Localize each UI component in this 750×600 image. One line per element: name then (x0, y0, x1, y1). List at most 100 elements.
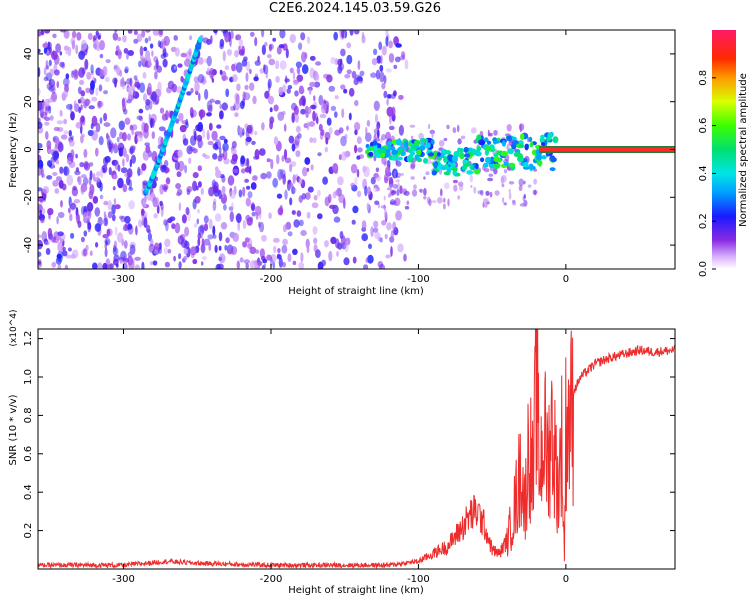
spectrogram-speckle (208, 122, 213, 131)
spectrogram-speckle (83, 160, 89, 170)
carrier-blob (500, 150, 508, 157)
spectrogram-speckle (394, 170, 397, 179)
spectrogram-speckle (485, 190, 490, 196)
spectrogram-speckle (133, 38, 139, 44)
spectrogram-speckle (398, 94, 404, 100)
spectrogram-speckle (298, 42, 303, 51)
spectrogram-speckle (388, 53, 395, 63)
spectrogram-speckle (374, 113, 379, 123)
spectrogram-speckle (200, 187, 204, 195)
spectrogram-speckle (281, 261, 287, 268)
spectrogram-speckle (70, 155, 74, 163)
spectrogram-speckle (94, 223, 102, 232)
spectrogram-speckle (176, 171, 182, 178)
spectrogram-speckle (267, 78, 272, 89)
spectrogram-speckle (261, 30, 265, 38)
spectrogram-speckle (357, 147, 363, 153)
spectrogram-speckle (286, 88, 291, 94)
spectrogram-speckle (294, 113, 299, 123)
spectrogram-speckle (366, 202, 370, 211)
spectrogram-speckle (145, 145, 151, 154)
spectrogram-speckle (38, 187, 43, 192)
spectrogram-speckle (250, 31, 255, 37)
spectrogram-speckle (231, 148, 237, 155)
spectrogram-speckle (57, 241, 63, 253)
spectrogram-speckle (394, 197, 401, 207)
spectrogram-speckle (423, 195, 427, 200)
spectrogram-speckle (116, 136, 120, 143)
spectrogram-speckle (121, 81, 126, 90)
spectrogram-speckle (181, 214, 187, 224)
spectrogram-speckle (141, 30, 146, 38)
spectrogram-speckle (86, 71, 92, 80)
spectrogram-speckle (142, 93, 148, 102)
spectrogram-speckle (132, 84, 135, 92)
spectrogram-speckle (211, 78, 215, 83)
spectrogram-speckle (309, 67, 315, 79)
spectrogram-speckle (198, 92, 201, 102)
spectrogram-speckle (162, 58, 168, 68)
spectrogram-speckle (88, 177, 92, 186)
spectrogram-speckle (390, 93, 396, 99)
spectrogram-speckle (129, 145, 136, 154)
carrier-blob (391, 156, 397, 161)
spectrogram-speckle (195, 185, 199, 191)
spectrogram-speckle (254, 36, 258, 47)
spectrogram-speckle (374, 200, 380, 206)
spectrogram-speckle (43, 76, 49, 82)
spectrogram-speckle (238, 49, 245, 56)
spectrogram-speckle (41, 167, 44, 178)
spectrogram-speckle (186, 91, 192, 96)
spectrogram-speckle (214, 244, 218, 253)
spectrogram-speckle (70, 232, 75, 239)
spectrogram-speckle (328, 127, 333, 135)
spectrogram-speckle (71, 30, 77, 39)
spectrogram-speckle (373, 184, 380, 193)
spectrogram-speckle (44, 241, 50, 246)
spectrogram-speckle (249, 68, 252, 75)
spectrogram-speckle (134, 264, 140, 269)
spectrogram-speckle (385, 254, 391, 259)
spectrogram-speckle (117, 36, 122, 42)
spectrogram-speckle (376, 186, 380, 192)
spectrogram-speckle (75, 153, 78, 159)
spectrogram-speckle (149, 43, 154, 49)
spectrogram-speckle (397, 182, 401, 190)
spectrogram-speckle (337, 176, 344, 186)
spectrogram-speckle (380, 137, 383, 141)
colorbar-tick-label: 0.8 (698, 70, 709, 86)
spectrogram-speckle (144, 37, 149, 44)
spectrogram-speckle (192, 198, 197, 210)
spectrogram-speckle (229, 211, 234, 223)
snr-y-tick-label: 1.2 (23, 331, 34, 347)
spectrogram-speckle (457, 195, 461, 200)
spectrogram-speckle (428, 198, 432, 207)
spectrogram-speckle (343, 257, 350, 266)
spectrogram-speckle (384, 208, 387, 220)
spectrogram-speckle (372, 227, 379, 233)
spectrogram-speckle (249, 246, 257, 255)
spectrogram-speckle (193, 128, 196, 137)
carrier-blob (541, 142, 545, 146)
spectrogram-speckle (184, 58, 191, 67)
spectrogram-speckle (151, 118, 155, 127)
spectrogram-speckle (92, 196, 99, 204)
spectrogram-speckle (193, 223, 198, 228)
spectrogram-speckle (381, 82, 386, 90)
spectrogram-speckle (309, 81, 316, 88)
spectrogram-speckle (204, 58, 208, 64)
spectrogram-speckle (487, 129, 490, 137)
spectrogram-speckle (446, 124, 450, 130)
carrier-blob (490, 156, 495, 163)
spectrogram-speckle (378, 41, 383, 51)
spectrogram-speckle (49, 115, 54, 121)
spectrogram-speckle (231, 153, 238, 162)
spectrogram-speckle (261, 122, 265, 131)
spectrogram-speckle (238, 38, 243, 48)
spectrogram-speckle (276, 46, 282, 55)
spectrogram-speckle (231, 140, 237, 149)
spectrogram-speckle (390, 229, 394, 241)
carrier-blob (433, 161, 438, 169)
spectrogram-speckle (225, 88, 230, 98)
spectrogram-speckle (221, 102, 228, 111)
